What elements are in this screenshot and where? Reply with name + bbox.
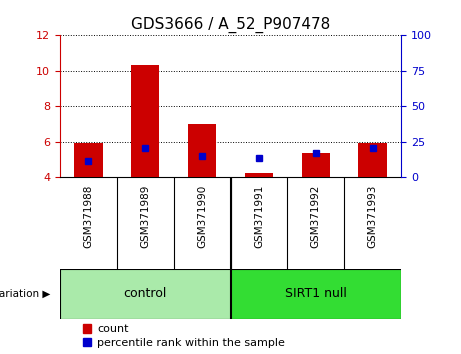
Bar [301,153,330,177]
Legend: count, percentile rank within the sample: count, percentile rank within the sample [83,324,285,348]
Text: GSM371988: GSM371988 [83,184,94,248]
Text: GSM371989: GSM371989 [140,184,150,248]
Text: GSM371992: GSM371992 [311,184,321,248]
Text: GSM371991: GSM371991 [254,184,264,248]
Bar [230,269,401,319]
Bar [74,143,102,177]
Text: GSM371993: GSM371993 [367,184,378,248]
Title: GDS3666 / A_52_P907478: GDS3666 / A_52_P907478 [131,16,330,33]
Bar [358,143,387,177]
Text: SIRT1 null: SIRT1 null [285,287,347,300]
Text: GSM371990: GSM371990 [197,184,207,247]
Bar [60,269,230,319]
Text: genotype/variation ▶: genotype/variation ▶ [0,289,51,299]
Bar [245,173,273,177]
Text: control: control [124,287,167,300]
Bar [131,65,160,177]
Bar [188,124,216,177]
